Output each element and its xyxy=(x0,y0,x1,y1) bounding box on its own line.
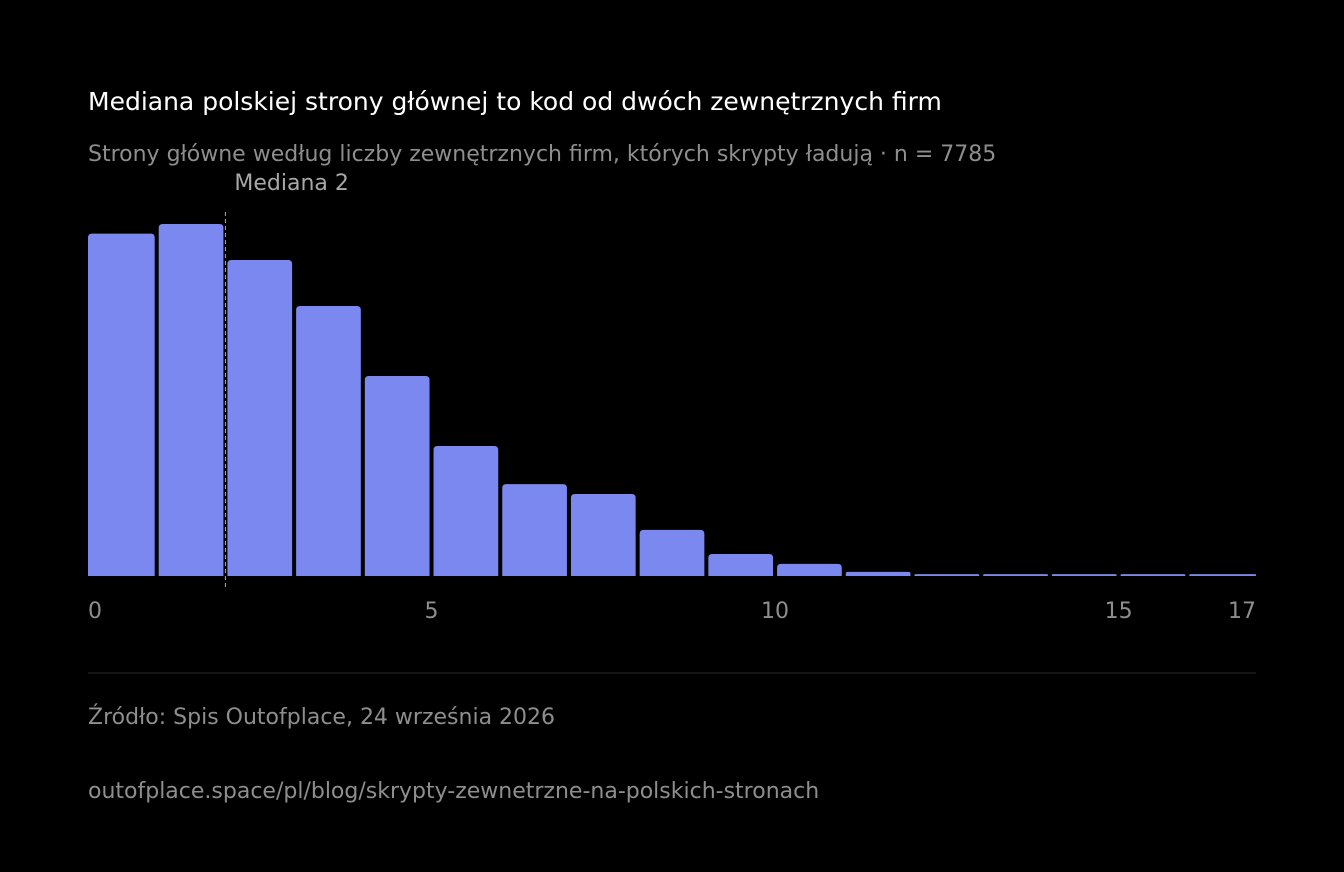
x-tick-label: 15 xyxy=(1105,599,1133,624)
bar xyxy=(983,574,1048,576)
bar xyxy=(708,554,774,576)
bar xyxy=(433,445,499,576)
x-tick-label: 0 xyxy=(88,599,102,624)
url: outofplace.space/pl/blog/skrypty-zewnetr… xyxy=(88,779,819,804)
bar xyxy=(845,571,911,576)
bar xyxy=(364,375,430,576)
bar xyxy=(570,493,636,576)
bar xyxy=(227,259,293,576)
x-tick-label: 17 xyxy=(1228,599,1256,624)
x-tick-label: 10 xyxy=(761,599,789,624)
bar xyxy=(1051,574,1117,576)
x-tick-label: 5 xyxy=(425,599,439,624)
bar xyxy=(296,306,361,576)
bar xyxy=(1120,574,1186,576)
bar xyxy=(777,563,842,576)
bar xyxy=(88,233,155,576)
median-label: Mediana 2 xyxy=(234,171,348,196)
source: Źródło: Spis Outofplace, 24 września 202… xyxy=(88,704,555,730)
bar xyxy=(639,529,705,576)
bar xyxy=(502,484,567,576)
bar xyxy=(914,574,980,576)
bar xyxy=(1189,574,1256,576)
chart-subtitle: Strony główne według liczby zewnętrznych… xyxy=(88,142,996,167)
chart-title: Mediana polskiej strony głównej to kod o… xyxy=(88,87,942,116)
bar xyxy=(158,224,224,576)
